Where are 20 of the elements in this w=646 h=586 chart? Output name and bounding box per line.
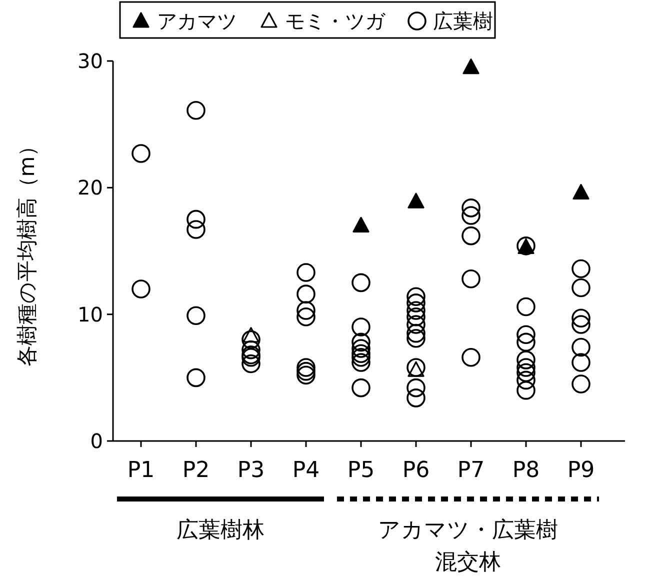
text: 混交林 [435, 550, 501, 575]
x-tick-label: P7 [457, 458, 485, 483]
legend-label: 広葉樹 [433, 9, 493, 33]
x-tick-label: P3 [237, 458, 265, 483]
x-tick-label: P9 [567, 458, 595, 483]
y-axis-title: 各樹種の平均樹高（m） [15, 135, 39, 367]
x-tick-label: P2 [182, 458, 210, 483]
x-tick-label: P4 [292, 458, 320, 483]
y-tick-label: 0 [90, 429, 103, 453]
legend-label: モミ・ツガ [285, 9, 386, 33]
legend-label: アカマツ [157, 9, 237, 33]
x-tick-label: P1 [127, 458, 155, 483]
y-tick-label: 10 [78, 302, 103, 326]
y-tick-label: 20 [78, 176, 103, 200]
x-tick-label: P8 [512, 458, 540, 483]
text: アカマツ・広葉樹 [378, 518, 558, 543]
y-tick-label: 30 [78, 49, 103, 73]
text: 広葉樹林 [176, 518, 264, 543]
x-tick-label: P6 [402, 458, 430, 483]
x-tick-label: P5 [347, 458, 375, 483]
